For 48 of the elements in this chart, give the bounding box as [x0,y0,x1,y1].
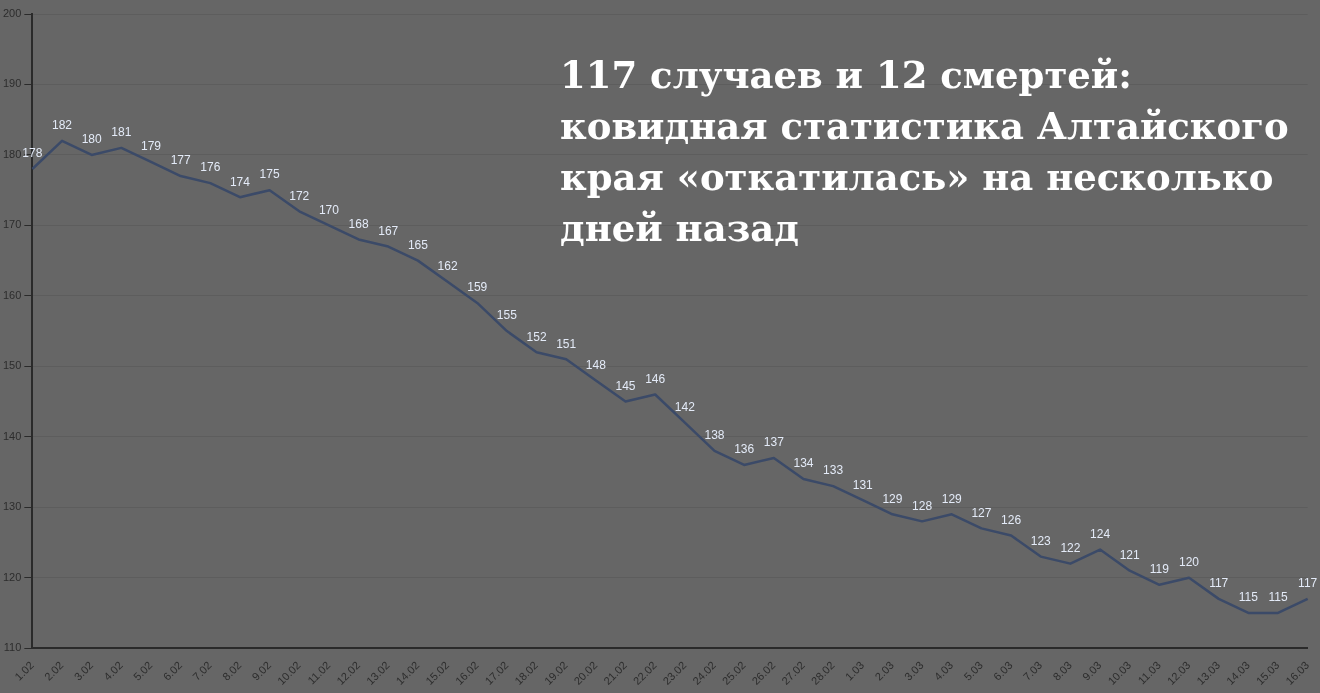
data-label: 124 [1090,526,1111,541]
data-label: 117 [1209,576,1229,591]
data-label: 176 [200,160,221,175]
data-label: 170 [318,202,340,217]
data-label: 136 [734,442,755,457]
y-tick-label: 130 [2,500,22,513]
data-label: 123 [1030,533,1052,548]
data-label: 172 [289,188,310,203]
data-label: 162 [437,259,458,274]
data-label: 155 [496,308,518,323]
data-label: 119 [1149,562,1170,577]
data-label: 165 [407,237,429,252]
data-label: 168 [348,216,369,231]
y-tick-label: 140 [2,429,22,442]
data-label: 180 [81,132,102,147]
data-label: 142 [674,400,696,415]
data-label: 127 [971,505,992,520]
text: 117 случаев и 12 смертей: ковидная статистика Алтайского края «откатилась» на несколько дней назад [560,52,1290,252]
data-label: 122 [1060,540,1081,555]
data-label: 137 [763,435,785,450]
data-label: 179 [140,139,162,154]
data-label: 115 [1268,590,1288,605]
data-label: 126 [1001,512,1022,527]
data-label: 146 [645,371,666,386]
data-label: 177 [170,153,191,168]
data-label: 128 [912,498,933,513]
data-label: 129 [941,491,963,506]
data-label: 131 [852,477,874,492]
data-label: 181 [111,125,132,140]
data-label: 152 [526,329,547,344]
data-label: 134 [793,456,814,471]
data-label: 182 [52,118,73,133]
data-label: 133 [823,463,844,478]
data-label: 159 [467,280,488,295]
data-label: 145 [615,378,636,393]
data-label: 115 [1238,590,1259,605]
data-label: 148 [585,357,607,372]
data-label: 120 [1179,555,1200,570]
data-label: 178 [22,146,43,161]
data-label: 174 [229,174,251,189]
data-label: 129 [882,491,903,506]
data-label: 138 [704,428,725,443]
data-label: 117 [1298,576,1318,591]
y-tick-label: 170 [2,218,22,231]
data-label: 167 [378,223,399,238]
data-label: 121 [1119,548,1141,562]
data-label: 175 [259,167,280,182]
data-label: 151 [556,336,577,351]
